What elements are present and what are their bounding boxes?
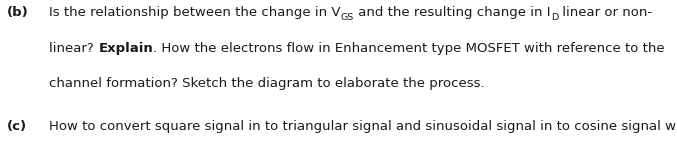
- Text: GS: GS: [341, 13, 354, 22]
- Text: channel formation? Sketch the diagram to elaborate the process.: channel formation? Sketch the diagram to…: [49, 77, 485, 90]
- Text: Is the relationship between the change in V: Is the relationship between the change i…: [49, 5, 341, 18]
- Text: D: D: [550, 13, 558, 22]
- Text: . How the electrons flow in Enhancement type MOSFET with reference to the: . How the electrons flow in Enhancement …: [153, 42, 665, 55]
- Text: linear?: linear?: [49, 42, 98, 55]
- Text: and the resulting change in I: and the resulting change in I: [354, 5, 550, 18]
- Text: (b): (b): [7, 5, 28, 18]
- Text: linear or non-: linear or non-: [558, 5, 652, 18]
- Text: (c): (c): [7, 120, 27, 133]
- Text: How to convert square signal in to triangular signal and sinusoidal signal in to: How to convert square signal in to trian…: [49, 120, 677, 133]
- Text: Explain: Explain: [98, 42, 153, 55]
